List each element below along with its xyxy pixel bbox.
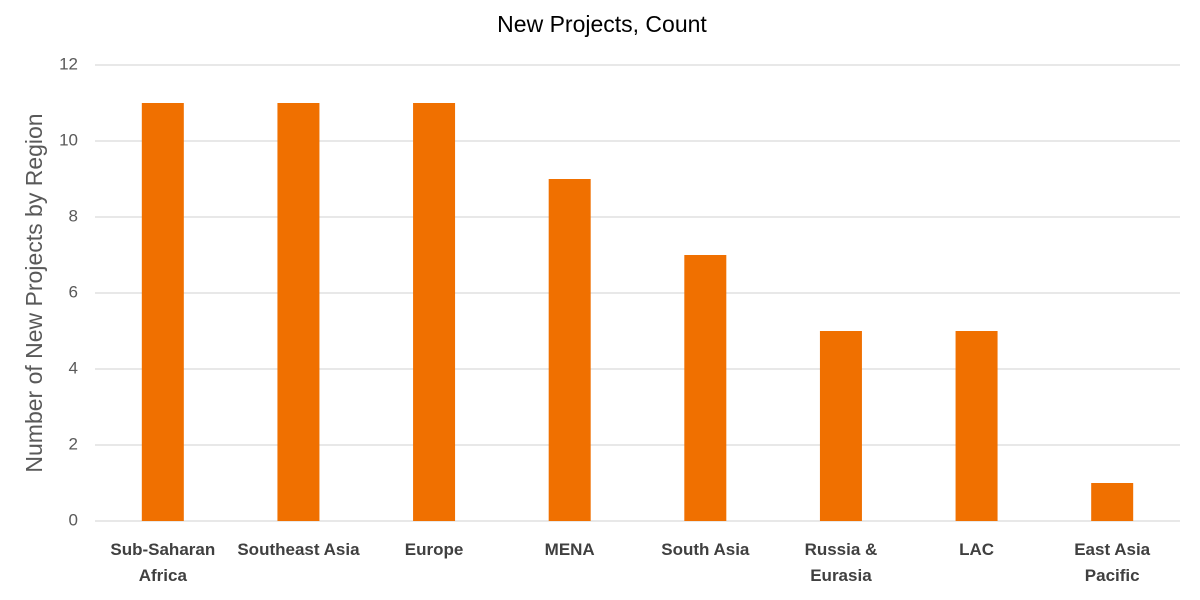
y-tick-label: 6	[69, 282, 78, 301]
x-tick-label: Russia & Eurasia	[804, 540, 878, 585]
y-tick-label: 10	[59, 130, 78, 149]
x-tick-label: South Asia	[661, 540, 750, 559]
x-tick-label: MENA	[544, 540, 595, 559]
x-tick-label: Southeast Asia	[237, 540, 360, 559]
bar	[413, 103, 456, 521]
y-tick-label: 4	[69, 358, 78, 377]
y-axis-label: Number of New Projects by Region	[21, 113, 47, 472]
bar	[955, 331, 998, 521]
bar	[819, 331, 862, 521]
y-tick-label: 12	[59, 54, 78, 73]
bar	[141, 103, 184, 521]
y-tick-label: 2	[69, 434, 78, 453]
x-tick-label: Europe	[404, 540, 464, 559]
bar	[277, 103, 320, 521]
bar	[548, 179, 591, 521]
y-tick-label: 0	[69, 510, 78, 529]
bar	[684, 255, 727, 521]
x-tick-label: LAC	[959, 540, 995, 559]
x-tick-label: Sub-Saharan Africa	[110, 540, 216, 585]
chart-title: New Projects, Count	[497, 11, 707, 37]
bar	[1091, 483, 1134, 521]
x-tick-label: East Asia Pacific	[1074, 540, 1151, 585]
y-tick-label: 8	[69, 206, 78, 225]
